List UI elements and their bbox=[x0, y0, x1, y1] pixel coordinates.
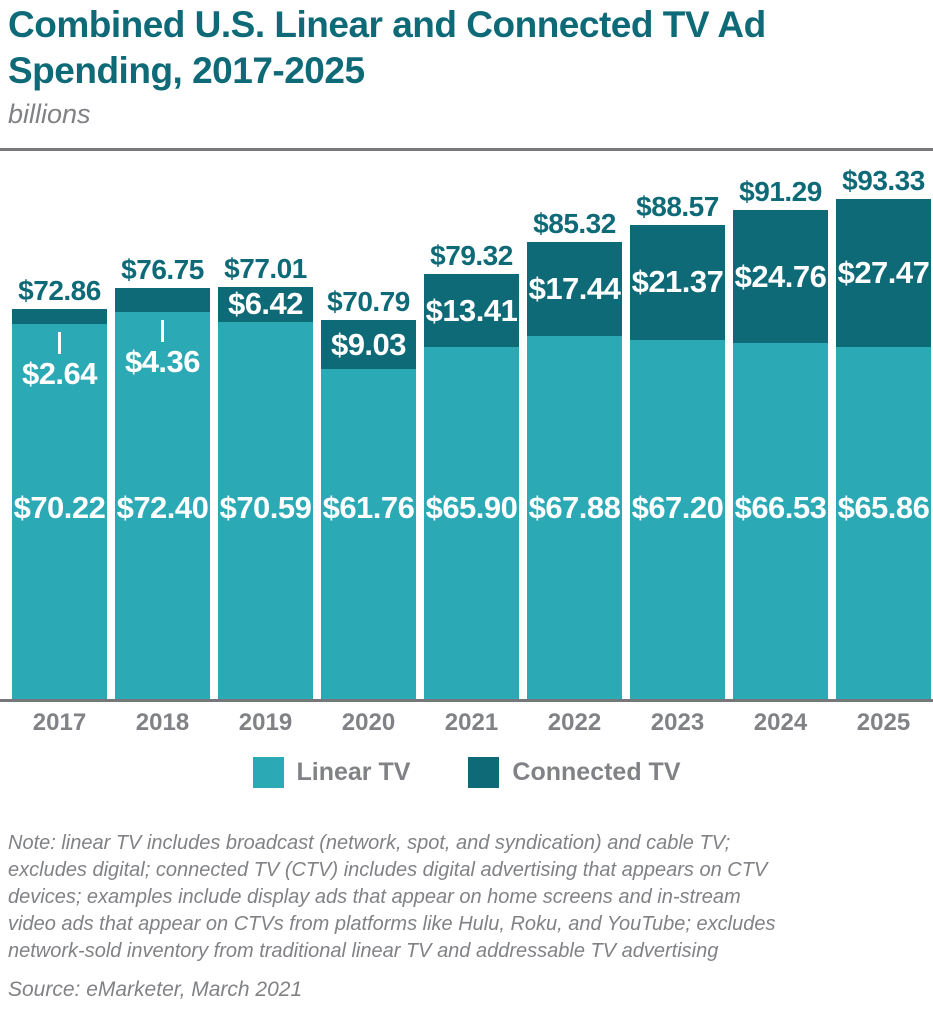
connected-value-label: $13.41 bbox=[425, 292, 518, 328]
legend-label-linear: Linear TV bbox=[296, 757, 411, 786]
x-axis-labels: 2017 2018 2019 2020 2021 2022 2023 2024 2025 bbox=[0, 709, 933, 737]
total-value-label: $70.79 bbox=[327, 286, 410, 318]
x-axis-label-2019: 2019 bbox=[238, 709, 293, 736]
legend-swatch-connected-icon bbox=[468, 756, 500, 788]
linear-value-label: $67.20 bbox=[631, 489, 724, 525]
connected-tv-segment bbox=[115, 288, 210, 312]
total-value-label: $91.29 bbox=[739, 175, 822, 207]
bar-group-2019: $77.01 $6.42 $70.59 bbox=[218, 253, 313, 702]
connected-tv-segment: $24.76 bbox=[733, 209, 828, 344]
x-axis-label-2020: 2020 bbox=[341, 709, 396, 736]
linear-tv-segment bbox=[12, 323, 107, 702]
total-value-label: $93.33 bbox=[842, 164, 925, 196]
header-divider bbox=[0, 148, 933, 151]
linear-tv-segment bbox=[630, 339, 725, 702]
linear-tv-segment bbox=[424, 346, 519, 702]
connected-value-label: $2.64 bbox=[21, 355, 98, 391]
x-axis-label-2023: 2023 bbox=[650, 709, 705, 736]
legend-label-connected: Connected TV bbox=[512, 757, 681, 786]
linear-tv-segment bbox=[733, 343, 828, 702]
connected-tv-segment: $9.03 bbox=[321, 320, 416, 370]
total-value-label: $77.01 bbox=[224, 252, 307, 284]
connected-tv-segment bbox=[12, 309, 107, 324]
connected-value-label: $4.36 bbox=[124, 343, 201, 379]
connected-tv-segment: $13.41 bbox=[424, 274, 519, 347]
total-value-label: $72.86 bbox=[18, 275, 101, 307]
connected-value-label: $21.37 bbox=[631, 264, 724, 300]
linear-value-label: $66.53 bbox=[734, 489, 827, 525]
connected-value-label: $9.03 bbox=[330, 326, 407, 362]
connected-value-label: $6.42 bbox=[227, 286, 304, 322]
x-axis-line bbox=[0, 699, 933, 702]
chart-subtitle: billions bbox=[8, 99, 91, 129]
leader-tick-icon bbox=[161, 319, 164, 342]
linear-tv-segment bbox=[527, 336, 622, 702]
x-axis-label-2017: 2017 bbox=[32, 709, 87, 736]
legend-item-linear: Linear TV bbox=[252, 756, 411, 788]
total-value-label: $88.57 bbox=[636, 190, 719, 222]
bar-group-2018: $76.75 $4.36 $72.40 bbox=[115, 254, 210, 702]
bar-group-2021: $79.32 $13.41 $65.90 bbox=[424, 240, 519, 702]
linear-tv-segment bbox=[321, 369, 416, 702]
legend-swatch-linear-icon bbox=[252, 756, 284, 788]
bar-group-2023: $88.57 $21.37 $67.20 bbox=[630, 191, 725, 702]
bar-group-2020: $70.79 $9.03 $61.76 bbox=[321, 286, 416, 702]
connected-value-label: $24.76 bbox=[734, 258, 827, 294]
x-axis-label-2018: 2018 bbox=[135, 709, 190, 736]
connected-tv-segment: $6.42 bbox=[218, 286, 313, 322]
linear-tv-segment bbox=[836, 347, 931, 702]
legend: Linear TV Connected TV bbox=[0, 755, 933, 789]
bar-group-2024: $91.29 $24.76 $66.53 bbox=[733, 176, 828, 702]
total-value-label: $79.32 bbox=[430, 240, 513, 272]
linear-value-label: $65.90 bbox=[425, 489, 518, 525]
connected-tv-segment: $17.44 bbox=[527, 242, 622, 337]
x-axis-label-2024: 2024 bbox=[753, 709, 808, 736]
linear-value-label: $65.86 bbox=[837, 489, 930, 525]
leader-tick-icon bbox=[58, 331, 61, 354]
x-axis-label-2025: 2025 bbox=[856, 709, 911, 736]
connected-tv-segment: $21.37 bbox=[630, 224, 725, 340]
total-value-label: $76.75 bbox=[121, 254, 204, 286]
linear-value-label: $72.40 bbox=[116, 489, 209, 525]
linear-value-label: $67.88 bbox=[528, 489, 621, 525]
total-value-label: $85.32 bbox=[533, 208, 616, 240]
x-axis-label-2021: 2021 bbox=[444, 709, 499, 736]
bar-group-2025: $93.33 $27.47 $65.86 bbox=[836, 165, 931, 702]
linear-value-label: $61.76 bbox=[322, 489, 415, 525]
linear-value-label: $70.59 bbox=[219, 489, 312, 525]
bar-group-2022: $85.32 $17.44 $67.88 bbox=[527, 208, 622, 702]
connected-value-label: $17.44 bbox=[528, 271, 621, 307]
linear-tv-segment bbox=[115, 311, 210, 702]
connected-value-label: $27.47 bbox=[837, 254, 930, 290]
linear-tv-segment bbox=[218, 321, 313, 702]
chart-title: Combined U.S. Linear and Connected TV Ad… bbox=[8, 4, 766, 91]
legend-item-connected: Connected TV bbox=[468, 756, 681, 788]
linear-value-label: $70.22 bbox=[13, 489, 106, 525]
chart-source: Source: eMarketer, March 2021 bbox=[8, 978, 303, 1001]
connected-tv-segment: $27.47 bbox=[836, 198, 931, 347]
chart-note: Note: linear TV includes broadcast (netw… bbox=[8, 832, 776, 962]
bar-group-2017: $72.86 $2.64 $70.22 bbox=[12, 275, 107, 702]
x-axis-label-2022: 2022 bbox=[547, 709, 602, 736]
